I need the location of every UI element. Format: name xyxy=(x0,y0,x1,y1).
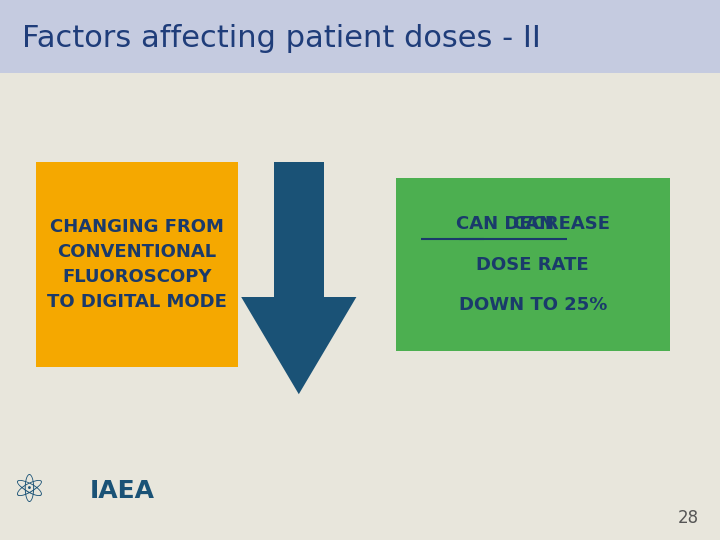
Text: CAN: CAN xyxy=(512,215,554,233)
Text: Factors affecting patient doses - II: Factors affecting patient doses - II xyxy=(22,24,541,53)
Text: DOWN TO 25%: DOWN TO 25% xyxy=(459,296,607,314)
Text: IAEA: IAEA xyxy=(90,480,155,503)
Text: CHANGING FROM
CONVENTIONAL
FLUOROSCOPY
TO DIGITAL MODE: CHANGING FROM CONVENTIONAL FLUOROSCOPY T… xyxy=(47,218,227,311)
Text: ⚛: ⚛ xyxy=(12,472,46,510)
Text: 28: 28 xyxy=(678,509,698,528)
Polygon shape xyxy=(241,297,356,394)
Text: CAN DECREASE: CAN DECREASE xyxy=(456,215,610,233)
FancyBboxPatch shape xyxy=(0,73,720,540)
FancyBboxPatch shape xyxy=(274,162,324,297)
Text: DOSE RATE: DOSE RATE xyxy=(477,255,589,274)
FancyBboxPatch shape xyxy=(36,162,238,367)
FancyBboxPatch shape xyxy=(0,0,720,73)
FancyBboxPatch shape xyxy=(396,178,670,351)
